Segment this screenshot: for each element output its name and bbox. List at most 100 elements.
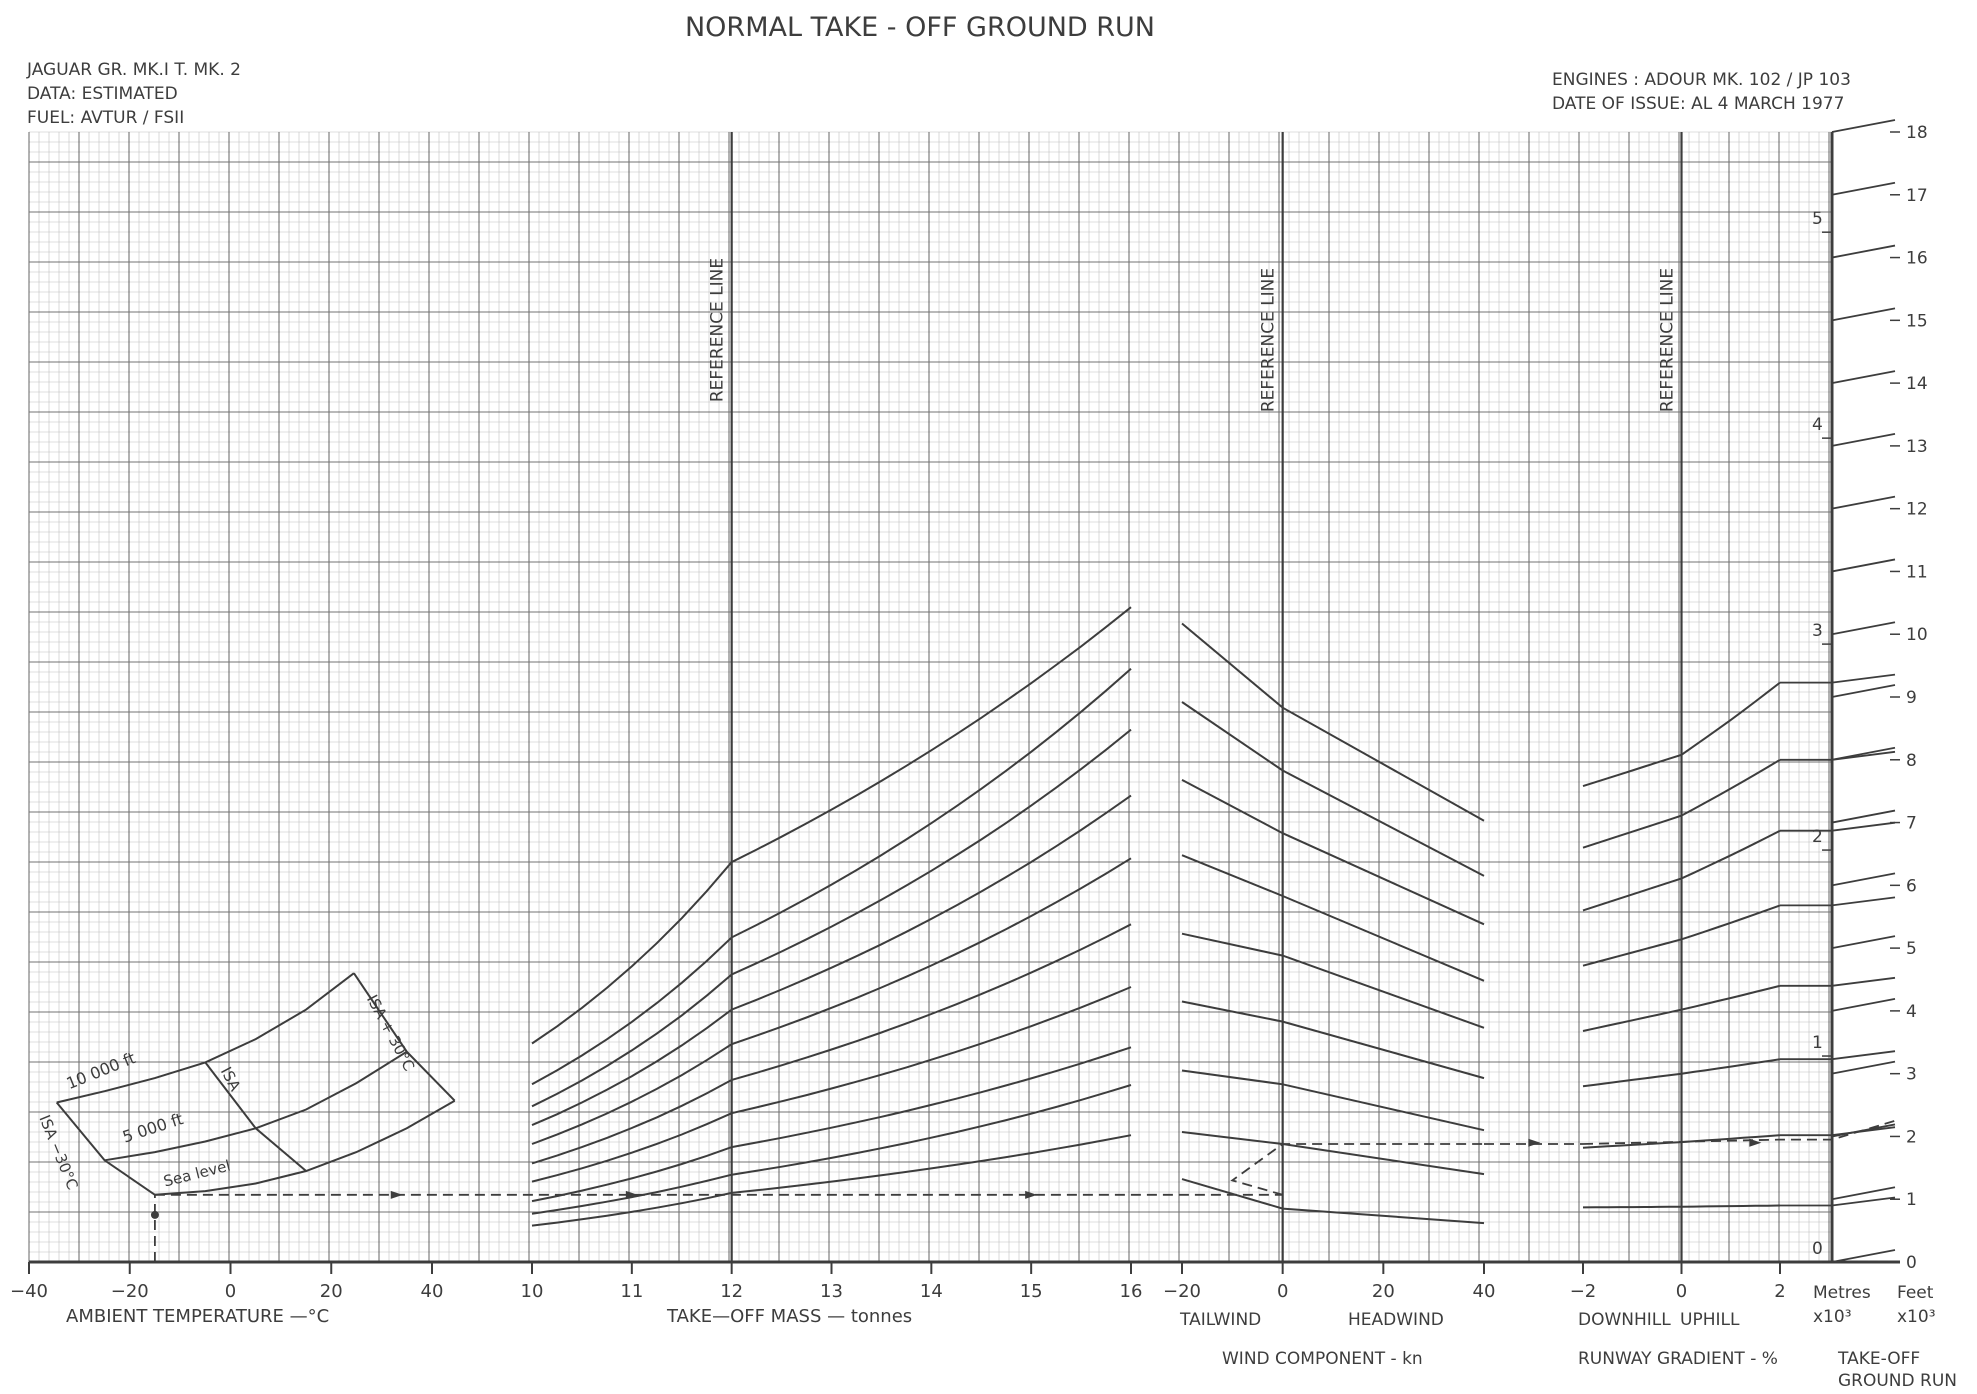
feet-tick-line <box>1831 872 1896 887</box>
ground-run-axis-title: TAKE-OFF <box>1837 1349 1920 1369</box>
metres-tick-label: 0 <box>1812 1239 1823 1259</box>
header-left-line: DATA: ESTIMATED <box>27 84 178 104</box>
gradient-lead-line <box>1780 1050 1896 1061</box>
feet-tick-line <box>1831 935 1896 949</box>
gradient-side-label-up: UPHILL <box>1680 1310 1740 1330</box>
mass-tick-label: 14 <box>920 1281 943 1302</box>
wind-curve <box>1181 1000 1485 1080</box>
example-arrow-marker <box>1025 1190 1038 1199</box>
isa-line <box>55 1101 156 1196</box>
gradient-lead-line <box>1780 976 1896 987</box>
reference-line-label: REFERENCE LINE <box>1658 268 1678 412</box>
wind-tick-label: 0 <box>1277 1281 1288 1302</box>
isa-line <box>353 972 456 1102</box>
feet-tick-label: 13 <box>1906 437 1928 457</box>
header-left-line: FUEL: AVTUR / FSII <box>27 108 184 128</box>
wind-curve <box>1181 779 1485 926</box>
temperature-tick-label: −40 <box>10 1281 48 1302</box>
feet-tick-line <box>1831 307 1896 322</box>
gradient-curve <box>1582 984 1781 1032</box>
header-right-line: ENGINES : ADOUR MK. 102 / JP 103 <box>1552 70 1851 90</box>
feet-tick-label: 18 <box>1906 123 1928 143</box>
temperature-tick-label: 40 <box>421 1281 444 1302</box>
gradient-lead-line <box>1780 896 1896 907</box>
feet-tick-label: 6 <box>1906 876 1917 896</box>
feet-axis-title: Feet <box>1897 1283 1934 1303</box>
metres-tick-label: 1 <box>1812 1033 1823 1053</box>
mass-axis-title: TAKE—OFF MASS — tonnes <box>666 1306 912 1327</box>
feet-tick-label: 11 <box>1906 562 1928 582</box>
grid-major-lines <box>28 132 1832 1263</box>
feet-tick-label: 12 <box>1906 500 1928 520</box>
feet-tick-line <box>1831 1249 1896 1263</box>
feet-tick-line <box>1831 809 1896 824</box>
mass-tick-label: 12 <box>720 1281 743 1302</box>
example-arrow-marker <box>150 1210 159 1219</box>
feet-tick-label: 4 <box>1906 1002 1917 1022</box>
chart-labels: REFERENCE LINE REFERENCE LINE REFERENCE LI… <box>10 12 1957 1391</box>
grid-minor-lines <box>29 131 1832 1262</box>
feet-tick-line <box>1831 244 1896 259</box>
mass-curve <box>531 668 1132 1086</box>
wind-curve <box>1181 1178 1485 1225</box>
example-arrow-marker <box>625 1190 638 1199</box>
example-arrow-marker <box>390 1190 403 1199</box>
feet-tick-label: 0 <box>1906 1253 1917 1273</box>
mass-tick-label: 10 <box>521 1281 544 1302</box>
mass-curve <box>531 1046 1132 1203</box>
feet-tick-line <box>1831 1186 1896 1201</box>
wind-tick-label: 20 <box>1372 1281 1395 1302</box>
temperature-tick-label: 0 <box>225 1281 236 1302</box>
metres-axis-title: Metres <box>1813 1283 1871 1303</box>
feet-tick-label: 7 <box>1906 814 1917 834</box>
feet-tick-line <box>1831 119 1896 133</box>
mass-tick-label: 16 <box>1120 1281 1143 1302</box>
feet-tick-label: 14 <box>1906 374 1928 394</box>
feet-tick-line <box>1831 1060 1896 1075</box>
isa-label-isa: ISA <box>217 1064 245 1095</box>
isa-line <box>204 1061 307 1172</box>
mass-tick-label: 15 <box>1020 1281 1043 1302</box>
ground-run-axis-title: GROUND RUN <box>1838 1371 1957 1391</box>
mass-curve <box>531 986 1132 1183</box>
chart-panels <box>28 119 1900 1274</box>
feet-tick-line <box>1831 684 1896 698</box>
feet-tick-line <box>1831 181 1896 196</box>
gradient-tick-label: 0 <box>1676 1281 1687 1302</box>
wind-curve <box>1181 701 1485 877</box>
gradient-curve <box>1582 1058 1781 1088</box>
mass-curve <box>531 728 1132 1108</box>
feet-tick-label: 5 <box>1906 939 1917 959</box>
mass-curve <box>531 923 1132 1165</box>
wind-curve <box>1181 622 1485 822</box>
reference-line-label: REFERENCE LINE <box>1259 268 1279 412</box>
wind-curve <box>1181 854 1485 982</box>
feet-tick-line <box>1831 370 1896 384</box>
wind-curve <box>1181 1069 1485 1132</box>
series-label-5000ft: 5 000 ft <box>120 1109 185 1146</box>
gradient-lead-line <box>1780 1126 1896 1137</box>
mass-curve <box>531 1134 1132 1227</box>
gradient-curve <box>1582 681 1781 788</box>
mass-curve <box>531 794 1132 1127</box>
feet-tick-label: 17 <box>1906 186 1928 206</box>
feet-tick-line <box>1831 495 1896 510</box>
feet-tick-label: 16 <box>1906 249 1928 269</box>
gradient-lead-line <box>1780 821 1896 832</box>
gradient-tick-label: −2 <box>1570 1281 1597 1302</box>
gradient-tick-label: 2 <box>1774 1281 1785 1302</box>
feet-tick-label: 10 <box>1906 625 1928 645</box>
mass-curve <box>531 606 1132 1045</box>
gradient-curve <box>1582 1204 1781 1209</box>
gradient-lead-line <box>1780 1196 1896 1207</box>
feet-tick-label: 9 <box>1906 688 1917 708</box>
metres-tick-label: 4 <box>1812 415 1823 435</box>
altitude-curve <box>56 972 355 1104</box>
metres-axis-title: x10³ <box>1813 1307 1852 1327</box>
altitude-curve <box>104 1050 408 1162</box>
feet-tick-line <box>1831 621 1896 636</box>
mass-curve <box>531 1084 1132 1215</box>
header-left-line: JAGUAR GR. MK.I T. MK. 2 <box>26 60 241 80</box>
gradient-curve <box>1582 904 1781 967</box>
